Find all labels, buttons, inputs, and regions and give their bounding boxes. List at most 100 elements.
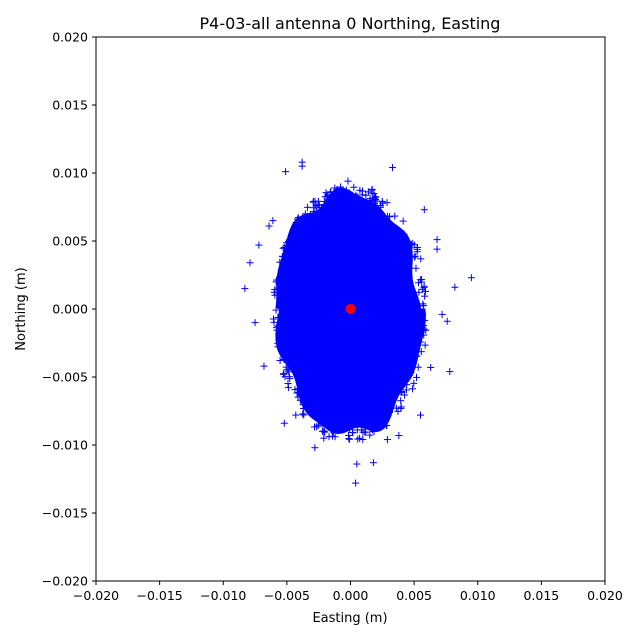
scatter-point [304, 203, 312, 211]
scatter-point [337, 183, 345, 191]
scatter-point [320, 427, 328, 435]
scatter-point [411, 252, 419, 260]
scatter-point [410, 357, 418, 365]
scatter-point [416, 315, 424, 323]
scatter-point [412, 264, 420, 272]
scatter-point [274, 340, 282, 348]
y-tick-label: 0.010 [52, 166, 88, 181]
scatter-point [300, 411, 308, 419]
scatter-point [282, 264, 290, 272]
x-axis-label: Easting (m) [312, 611, 387, 626]
scatter-point [353, 460, 361, 468]
scatter-point [417, 318, 425, 326]
scatter-point [416, 338, 424, 346]
scatter-point [270, 318, 278, 326]
scatter-point [336, 196, 344, 204]
scatter-point [368, 185, 376, 193]
scatter-point [265, 222, 273, 230]
y-tick-label: −0.005 [42, 370, 88, 385]
scatter-point [373, 415, 381, 423]
scatter-point [420, 284, 428, 292]
plot-area [241, 158, 475, 487]
scatter-point [336, 189, 344, 197]
scatter-point [291, 386, 299, 394]
scatter-point [310, 204, 318, 212]
x-tick-label: 0.010 [460, 588, 496, 603]
scatter-point [403, 238, 411, 246]
scatter-point [280, 356, 288, 364]
x-tick-label: −0.015 [136, 588, 182, 603]
scatter-point [274, 284, 282, 292]
scatter-point [420, 325, 428, 333]
scatter-point [328, 432, 336, 440]
scatter-point [401, 391, 409, 399]
scatter-point [415, 288, 423, 296]
scatter-point [419, 310, 427, 318]
scatter-point [366, 425, 374, 433]
scatter-point [301, 401, 309, 409]
scatter-point [342, 194, 350, 202]
scatter-point [290, 232, 298, 240]
scatter-point [394, 407, 402, 415]
y-axis-label: Northing (m) [14, 267, 29, 350]
y-tick-label: −0.015 [42, 506, 88, 521]
scatter-point [353, 426, 361, 434]
y-tick-label: 0.000 [52, 302, 88, 317]
scatter-point [327, 426, 335, 434]
scatter-point [395, 431, 403, 439]
y-axis: −0.020 −0.015 −0.010 −0.005 0.000 0.005 0.010 0… [42, 30, 96, 589]
scatter-point [322, 189, 330, 197]
scatter-point [355, 196, 363, 204]
scatter-point [299, 410, 307, 418]
scatter-point [367, 420, 375, 428]
scatter-point [370, 199, 378, 207]
scatter-point [383, 199, 391, 207]
scatter-point [359, 428, 367, 436]
scatter-point [280, 419, 288, 427]
x-axis: −0.020 −0.015 −0.010 −0.005 0.000 0.005 0.010 0… [73, 581, 623, 603]
scatter-point [384, 212, 392, 220]
scatter-point [408, 361, 416, 369]
scatter-point [400, 230, 408, 238]
scatter-point [420, 206, 428, 214]
scatter-point [413, 373, 421, 381]
scatter-point [293, 215, 301, 223]
scatter-point [342, 186, 350, 194]
center-point [345, 304, 356, 314]
x-tick-label: 0.005 [396, 588, 432, 603]
y-tick-label: 0.005 [52, 234, 88, 249]
scatter-point [403, 381, 411, 389]
scatter-point [336, 423, 344, 431]
scatter-point [309, 197, 317, 205]
scatter-point [286, 251, 294, 259]
scatter-point [409, 385, 417, 393]
scatter-point [369, 459, 377, 467]
scatter-point [308, 403, 316, 411]
scatter-point [260, 362, 268, 370]
x-tick-label: 0.000 [333, 588, 369, 603]
scatter-point [415, 279, 423, 287]
scatter-point [413, 244, 421, 252]
y-tick-label: −0.010 [42, 438, 88, 453]
scatter-point [345, 435, 353, 443]
scatter-point [276, 258, 284, 266]
scatter-point [272, 276, 280, 284]
scatter-point [317, 420, 325, 428]
scatter-point [358, 191, 366, 199]
scatter-point [282, 347, 290, 355]
scatter-point [353, 193, 361, 201]
scatter-point [433, 245, 441, 253]
scatter-point [251, 319, 259, 327]
scatter-point [352, 479, 360, 487]
scatter-point [379, 199, 387, 207]
scatter-point [317, 414, 325, 422]
scatter-point [345, 435, 353, 443]
x-tick-label: −0.010 [200, 588, 246, 603]
scatter-point [427, 363, 435, 371]
scatter-point [407, 244, 415, 252]
scatter-point [417, 255, 425, 263]
scatter-point [421, 287, 429, 295]
scatter-point [292, 218, 300, 226]
scatter-point [273, 326, 281, 334]
scatter-point [406, 371, 414, 379]
